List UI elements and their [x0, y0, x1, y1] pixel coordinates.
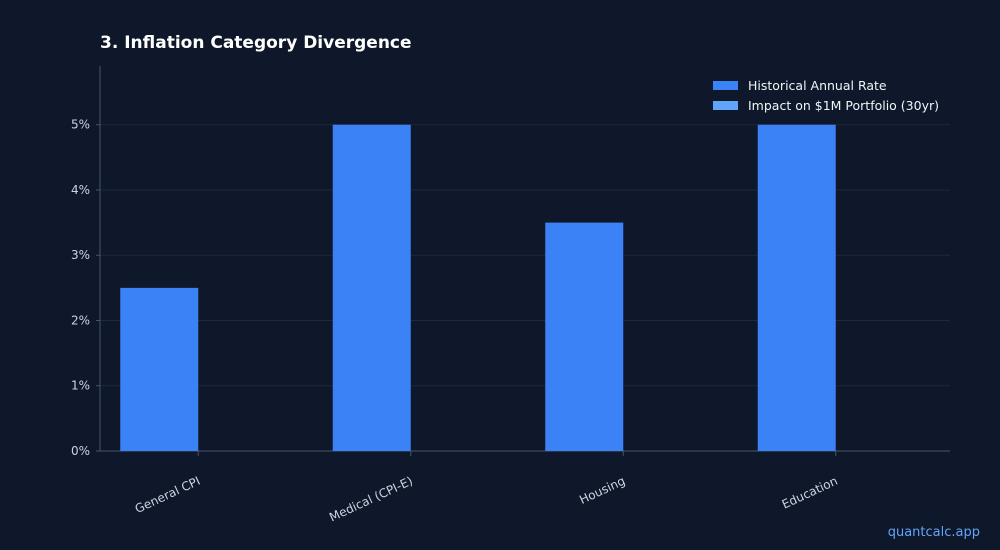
bar-0-0: [120, 287, 199, 451]
x-tick-label: General CPI: [133, 474, 203, 516]
legend-label-historical-rate: Historical Annual Rate: [748, 77, 887, 93]
y-tick-label: 1%: [71, 379, 90, 393]
legend-item-portfolio-impact[interactable]: Impact on $1M Portfolio (30yr): [713, 95, 939, 115]
y-tick-label: 5%: [71, 118, 90, 132]
x-tick-label: Education: [780, 474, 840, 512]
legend: Historical Annual Rate Impact on $1M Por…: [713, 75, 939, 115]
bar-0-1: [332, 124, 411, 451]
legend-swatch-portfolio-impact: [713, 100, 738, 110]
legend-item-historical-rate[interactable]: Historical Annual Rate: [713, 75, 939, 95]
bar-0-2: [545, 222, 624, 451]
y-tick-label: 4%: [71, 183, 90, 197]
legend-label-portfolio-impact: Impact on $1M Portfolio (30yr): [748, 97, 940, 113]
y-tick-label: 2%: [71, 313, 90, 327]
watermark[interactable]: quantcalc.app: [887, 525, 980, 540]
chart-title: 3. Inflation Category Divergence: [100, 33, 412, 53]
y-tick-label: 0%: [71, 444, 90, 458]
x-tick-label: Housing: [577, 474, 627, 507]
legend-swatch-historical-rate: [713, 80, 738, 90]
x-tick-label: Medical (CPI-E): [327, 474, 415, 525]
bar-0-3: [757, 124, 836, 451]
y-tick-label: 3%: [71, 248, 90, 262]
